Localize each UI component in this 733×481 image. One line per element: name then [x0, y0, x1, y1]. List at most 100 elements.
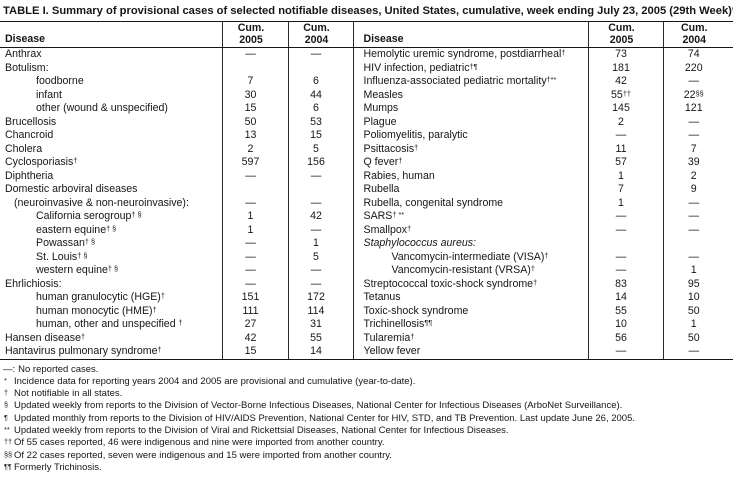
cum-2005-value: 42 [587, 75, 663, 89]
mmwr-table-page: TABLE I. Summary of provisional cases of… [0, 5, 733, 474]
cum-2004-value: 22§§ [662, 88, 733, 102]
cum-2004-value: — [662, 129, 733, 143]
table-body: Anthrax — — Hemolytic uremic syndrome, post… [0, 47, 733, 360]
footnote-marker: § [4, 400, 9, 410]
footnote-marker: * [4, 375, 7, 385]
cum-2005-value: 30 [221, 88, 288, 102]
table-row: foodborne 7 6 Influenza-associated pediatri… [0, 75, 733, 89]
table-row: California serogroup† § 1 42 SARS† ** — — [0, 210, 733, 224]
disease-label: Domestic arboviral diseases [5, 183, 138, 195]
table-row: Brucellosis 50 53 Plague 2— [0, 115, 733, 129]
table-row: Hansen disease† 42 55 Tularemia† 56 50 [0, 331, 733, 345]
disease-label: Cholera [5, 142, 43, 155]
cum-2004-value: 2 [662, 169, 733, 183]
cum-2004-value: 39 [662, 156, 733, 170]
disease-label: Hemolytic uremic syndrome, postdiarrheal… [352, 47, 588, 62]
table-row: St. Louis† § —5 Vancomycin-intermediate (V… [0, 250, 733, 264]
cum-2004-value: — [662, 250, 733, 264]
disease-label: California serogroup† § [36, 210, 142, 222]
cum-2004-value: 15 [287, 129, 353, 143]
cum-2004-value: — [287, 264, 353, 278]
table-row: Anthrax — — Hemolytic uremic syndrome, post… [0, 47, 733, 62]
cum-2004-value: — [287, 223, 353, 237]
disease-label: Powassan† § [36, 237, 96, 249]
cum-2004-value: — [287, 169, 353, 183]
cum-2004-value: 50 [662, 331, 733, 345]
disease-label: SARS† ** [352, 210, 588, 224]
year-label: 2004 [304, 33, 329, 46]
disease-label: human, other and unspecified † [36, 318, 183, 330]
year-label: 2005 [239, 33, 263, 46]
disease-label: HIV infection, pediatric†¶ [352, 61, 588, 75]
disease-label: Chancroid [5, 129, 54, 141]
cum-2005-value: — [221, 264, 288, 278]
cum-2005-value: 55†† [587, 88, 663, 102]
cum-2004-value: — [662, 210, 733, 224]
footnote: ¶ Updated monthly from reports to the Div… [3, 413, 733, 425]
cum-2005-value: — [587, 210, 663, 224]
disease-label: Rubella, congenital syndrome [352, 196, 588, 210]
col-header-disease-right: Disease [352, 21, 588, 48]
disease-label: Rubella [352, 183, 588, 197]
table-row: Powassan† § —1 Staphylococcus aureus: [0, 237, 733, 251]
footnote-marker: —: [3, 363, 16, 375]
col-header-cum2005-left: Cum. 2005 [221, 21, 288, 48]
cum-2004-value: — [287, 277, 353, 291]
cum-2004-value: — [662, 345, 733, 360]
cum-2005-value: 1 [587, 169, 663, 183]
cum-2004-value: 7 [662, 142, 733, 156]
table-row: Domestic arboviral diseases Rubella 7 9 [0, 183, 733, 197]
cum-2005-value: 10 [587, 318, 663, 332]
table-title: TABLE I. Summary of provisional cases of… [3, 5, 733, 17]
disease-label: human monocytic (HME)† [36, 304, 157, 317]
cum-2005-value: 1 [221, 223, 288, 237]
disease-label: Poliomyelitis, paralytic [352, 129, 588, 143]
cum-2004-value: — [662, 196, 733, 210]
footnote-text: Of 55 cases reported, 46 were indigenous… [14, 437, 385, 449]
footnote-text: Updated weekly from reports to the Divis… [14, 400, 623, 412]
table-row: Botulism: HIV infection, pediatric†¶ 181 22… [0, 61, 733, 75]
footnote: * Incidence data for reporting years 2004… [3, 376, 733, 388]
cum-2004-value: — [662, 115, 733, 129]
disease-label: St. Louis† § [36, 250, 88, 263]
col-header-cum2005-right: Cum. 2005 [587, 21, 663, 48]
cum-2004-value: 5 [287, 142, 353, 156]
footnote-text: Updated monthly from reports to the Divi… [14, 412, 635, 424]
disease-label: Tularemia† [352, 331, 588, 345]
col-header-disease-left: Disease [0, 21, 222, 48]
footnote: ¶¶ Formerly Trichinosis. [3, 462, 733, 474]
footnotes: —: No reported cases. * Incidence data for … [3, 364, 733, 475]
cum-2005-value [221, 183, 288, 197]
disease-label: Influenza-associated pediatric mortality… [352, 75, 588, 89]
disease-label: human granulocytic (HGE)† [36, 291, 165, 303]
cum-2005-value: 83 [587, 277, 663, 291]
cum-2005-value: 181 [587, 61, 663, 75]
footnote: § Updated weekly from reports to the Divi… [3, 400, 733, 412]
cum-2004-value: 9 [662, 183, 733, 197]
disease-label: Ehrlichiosis: [5, 277, 62, 290]
disease-label: Streptococcal toxic-shock syndrome† [352, 277, 588, 291]
disease-label: foodborne [36, 75, 84, 87]
cum-2004-value: 95 [662, 277, 733, 291]
cum-2004-value: 10 [662, 291, 733, 305]
cum-2005-value: 55 [587, 304, 663, 318]
disease-label: infant [36, 88, 62, 101]
disease-label: Staphylococcus aureus: [352, 237, 588, 251]
cum-2004-value [287, 183, 353, 197]
cum-2005-value: 7 [587, 183, 663, 197]
notifiable-diseases-table: Disease Cum. 2005 Cum. 2004 Disease Cum.… [0, 21, 733, 360]
footnote-marker: ¶¶ [4, 461, 12, 471]
table-row: Ehrlichiosis: — — Streptococcal toxic-shock… [0, 277, 733, 291]
cum-2004-value: 14 [287, 345, 353, 360]
cum-2004-value: 5 [287, 250, 353, 264]
disease-label: eastern equine† § [36, 223, 117, 236]
footnote-text: Formerly Trichinosis. [14, 461, 102, 473]
table-row: other (wound & unspecified) 15 6 Mumps 145 12… [0, 102, 733, 116]
year-label: 2005 [609, 33, 634, 46]
disease-label: western equine† § [36, 264, 119, 276]
cum-2005-value: 42 [221, 331, 288, 345]
cum-2005-value: — [221, 169, 288, 183]
col-header-cum2004-left: Cum. 2004 [287, 21, 353, 48]
cum-2004-value: 121 [662, 102, 733, 116]
disease-label: Measles [352, 88, 588, 102]
